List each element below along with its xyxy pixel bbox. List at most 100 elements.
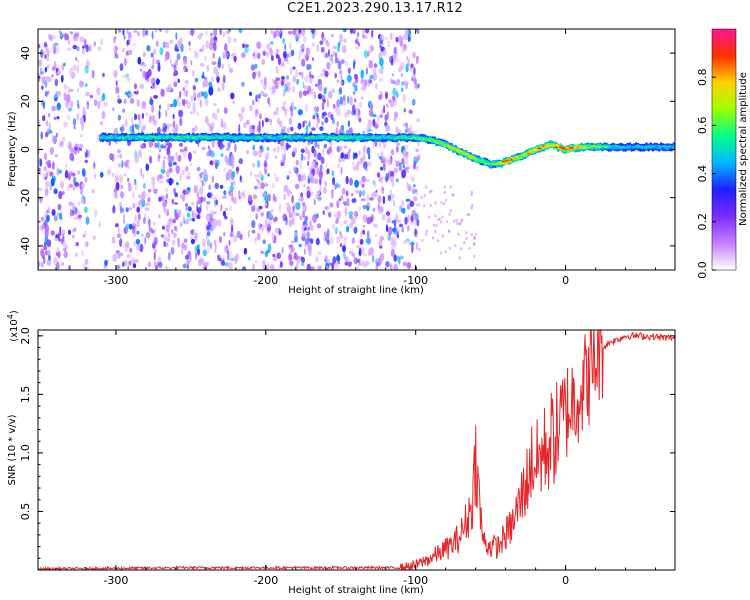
noise-speck <box>378 68 384 75</box>
noise-speck <box>401 207 406 214</box>
ridge-cell <box>657 147 662 149</box>
noise-speck <box>262 93 268 97</box>
noise-speck <box>336 236 341 244</box>
noise-speck <box>303 243 308 248</box>
noise-speck <box>135 244 140 251</box>
noise-speck <box>398 165 403 172</box>
noise-speck <box>368 108 374 117</box>
noise-speck <box>262 239 267 245</box>
noise-speck <box>266 146 270 151</box>
noise-speck <box>291 194 294 204</box>
noise-speck <box>342 29 347 33</box>
noise-speck <box>324 205 330 211</box>
noise-speck <box>204 176 209 182</box>
noise-speck <box>232 100 235 105</box>
noise-speck <box>310 29 313 33</box>
noise-speck <box>74 182 80 187</box>
noise-speck <box>324 180 327 188</box>
noise-speck <box>87 149 90 158</box>
noise-speck <box>312 43 315 47</box>
noise-speck <box>230 224 234 233</box>
noise-speck <box>45 209 49 214</box>
noise-speck <box>292 66 296 70</box>
noise-speck <box>161 175 165 180</box>
noise-speck <box>65 163 68 169</box>
noise-speck <box>206 225 211 231</box>
noise-speck <box>379 34 385 42</box>
noise-speck <box>365 67 368 75</box>
noise-speck <box>358 206 362 211</box>
noise-speck <box>213 200 216 208</box>
noise-speck <box>234 143 237 153</box>
noise-speck <box>214 182 220 190</box>
noise-speck <box>82 234 86 238</box>
noise-speck <box>308 121 311 128</box>
noise-speck <box>398 66 402 73</box>
noise-speck <box>252 144 256 151</box>
noise-speck <box>286 81 291 88</box>
noise-speck <box>149 221 152 226</box>
noise-speck <box>76 99 80 108</box>
noise-speck <box>134 113 137 121</box>
noise-speck <box>385 261 390 268</box>
noise-speck <box>310 238 314 245</box>
noise-speck <box>182 263 187 269</box>
noise-speck <box>202 44 205 51</box>
noise-speck <box>344 206 348 216</box>
noise-speck <box>257 70 262 79</box>
noise-speck <box>340 75 343 81</box>
noise-speck <box>225 171 231 181</box>
noise-speck <box>208 184 211 191</box>
noise-speck <box>457 232 460 236</box>
noise-speck <box>379 39 384 45</box>
noise-speck <box>410 221 412 226</box>
noise-speck <box>249 91 252 97</box>
snr-series-line <box>38 330 675 570</box>
noise-speck <box>339 33 343 43</box>
noise-speck <box>163 240 166 247</box>
noise-speck <box>145 29 149 36</box>
ridge-cell <box>468 155 473 158</box>
noise-speck <box>384 114 388 122</box>
noise-speck <box>145 232 151 239</box>
noise-speck <box>357 42 361 47</box>
noise-speck <box>114 174 119 183</box>
noise-speck <box>357 115 361 120</box>
noise-speck <box>379 245 383 249</box>
noise-speck <box>256 178 259 183</box>
noise-speck <box>251 205 256 212</box>
noise-speck <box>250 170 253 177</box>
noise-speck <box>389 189 392 197</box>
noise-speck <box>46 169 50 174</box>
noise-speck <box>319 126 324 132</box>
noise-speck <box>138 200 143 209</box>
noise-speck <box>334 57 339 64</box>
noise-speck <box>171 229 174 236</box>
noise-speck <box>115 182 120 191</box>
noise-speck <box>134 214 137 223</box>
noise-speck <box>224 207 229 212</box>
noise-speck <box>229 217 234 225</box>
noise-speck <box>166 237 171 243</box>
noise-speck <box>367 50 370 57</box>
noise-speck <box>135 124 140 130</box>
noise-speck <box>152 48 157 55</box>
noise-speck <box>404 216 408 225</box>
noise-speck <box>406 204 411 210</box>
noise-speck <box>267 97 271 105</box>
noise-speck <box>273 111 277 116</box>
noise-speck <box>47 76 52 83</box>
noise-speck <box>316 122 319 129</box>
noise-speck <box>343 95 346 102</box>
noise-speck <box>85 91 90 97</box>
noise-speck <box>276 252 282 259</box>
noise-speck <box>218 56 221 65</box>
noise-speck <box>292 75 297 83</box>
ridge-cell <box>109 137 114 140</box>
noise-speck <box>84 241 89 248</box>
noise-speck <box>329 202 334 208</box>
noise-speck <box>302 90 308 96</box>
colorbar: 0.00.20.40.60.8 Normalized spectral ampl… <box>696 28 749 279</box>
ridge-cell <box>310 135 315 138</box>
ridge-cell <box>518 156 523 159</box>
